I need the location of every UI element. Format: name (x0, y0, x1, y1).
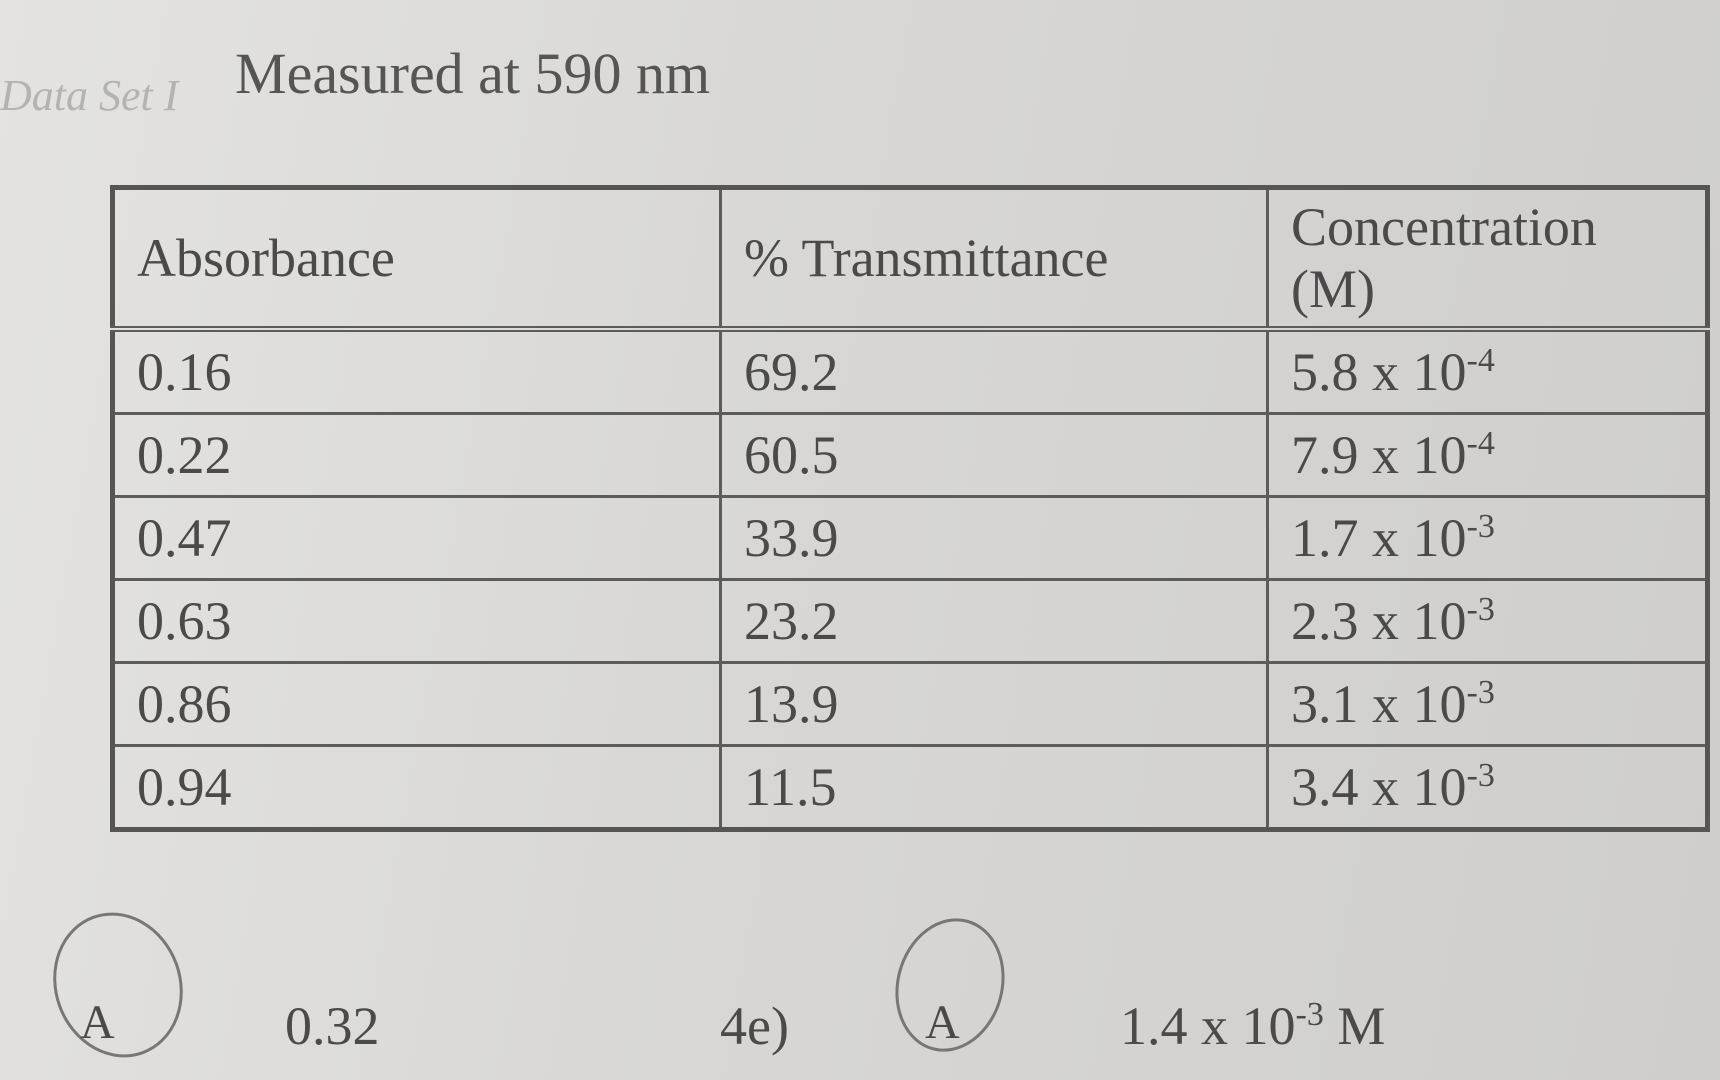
concentration-exponent: -3 (1466, 591, 1495, 628)
concentration-exponent: -3 (1466, 757, 1495, 794)
table-row: 0.94 11.5 3.4 x 10-3 (111, 744, 1709, 831)
circle-mark (895, 918, 1005, 1052)
table-cell: 0.22 (111, 412, 722, 498)
table-cell: 0.63 (111, 578, 722, 664)
answer-unit: M (1337, 996, 1386, 1056)
table-cell: 0.16 (111, 327, 722, 415)
table-row: 0.16 69.2 5.8 x 10-4 (111, 327, 1709, 415)
concentration-base: 1.7 x 10 (1291, 508, 1467, 568)
data-table: Absorbance% Transmittance Concentration (… (110, 185, 1710, 832)
table-cell: 33.9 (719, 495, 1269, 581)
table-cell: 0.94 (111, 744, 722, 831)
concentration-base: 2.3 x 10 (1291, 591, 1467, 651)
concentration-exponent: -4 (1466, 425, 1495, 462)
answer-exponent: -3 (1295, 996, 1324, 1033)
table-body: 0.16 69.2 5.8 x 10-4 0.22 60.5 7.9 x 10-4 0.47… (111, 327, 1709, 831)
header-row: Absorbance% Transmittance Concentration (… (111, 186, 1709, 332)
table-cell: 13.9 (719, 661, 1269, 747)
heading: Measured at 590 nm (235, 41, 711, 106)
data-set-label: Data Set I (0, 71, 179, 120)
concentration-base: 5.8 x 10 (1291, 342, 1467, 402)
concentration-base: 3.4 x 10 (1291, 757, 1467, 817)
column-header: Absorbance (111, 186, 722, 332)
circle-mark (53, 912, 183, 1058)
answer-text: 0.32 (285, 996, 380, 1056)
table-cell: 2.3 x 10-3 (1266, 578, 1709, 664)
column-header: % Transmittance (719, 186, 1269, 332)
table-cell: 5.8 x 10-4 (1266, 327, 1709, 415)
concentration-exponent: -3 (1466, 508, 1495, 545)
table-cell: 11.5 (719, 744, 1269, 831)
table-row: 0.22 60.5 7.9 x 10-4 (111, 412, 1709, 498)
table-cell: 23.2 (719, 578, 1269, 664)
concentration-base: 3.1 x 10 (1291, 674, 1467, 734)
table-head: Absorbance% Transmittance Concentration (… (111, 186, 1709, 332)
table-cell: 3.4 x 10-3 (1266, 744, 1709, 831)
concentration-exponent: -3 (1466, 674, 1495, 711)
table-row: 0.86 13.9 3.1 x 10-3 (111, 661, 1709, 747)
table-cell: 1.7 x 10-3 (1266, 495, 1709, 581)
answer-base: 1.4 x 10 (1120, 996, 1296, 1056)
concentration-base: 7.9 x 10 (1291, 425, 1467, 485)
question-number: 4e) (720, 996, 789, 1056)
table-row: 0.47 33.9 1.7 x 10-3 (111, 495, 1709, 581)
answer-mark: A (925, 996, 960, 1049)
table-cell: 0.86 (111, 661, 722, 747)
column-header: Concentration (M) (1266, 186, 1709, 332)
table-cell: 3.1 x 10-3 (1266, 661, 1709, 747)
table-cell: 69.2 (719, 327, 1269, 415)
table-cell: 60.5 (719, 412, 1269, 498)
table-row: 0.63 23.2 2.3 x 10-3 (111, 578, 1709, 664)
table-cell: 7.9 x 10-4 (1266, 412, 1709, 498)
table-cell: 0.47 (111, 495, 722, 581)
answer-text: 1.4 x 10-3 M (1120, 995, 1385, 1057)
concentration-exponent: -4 (1466, 342, 1495, 379)
answer-mark: A (80, 996, 115, 1049)
